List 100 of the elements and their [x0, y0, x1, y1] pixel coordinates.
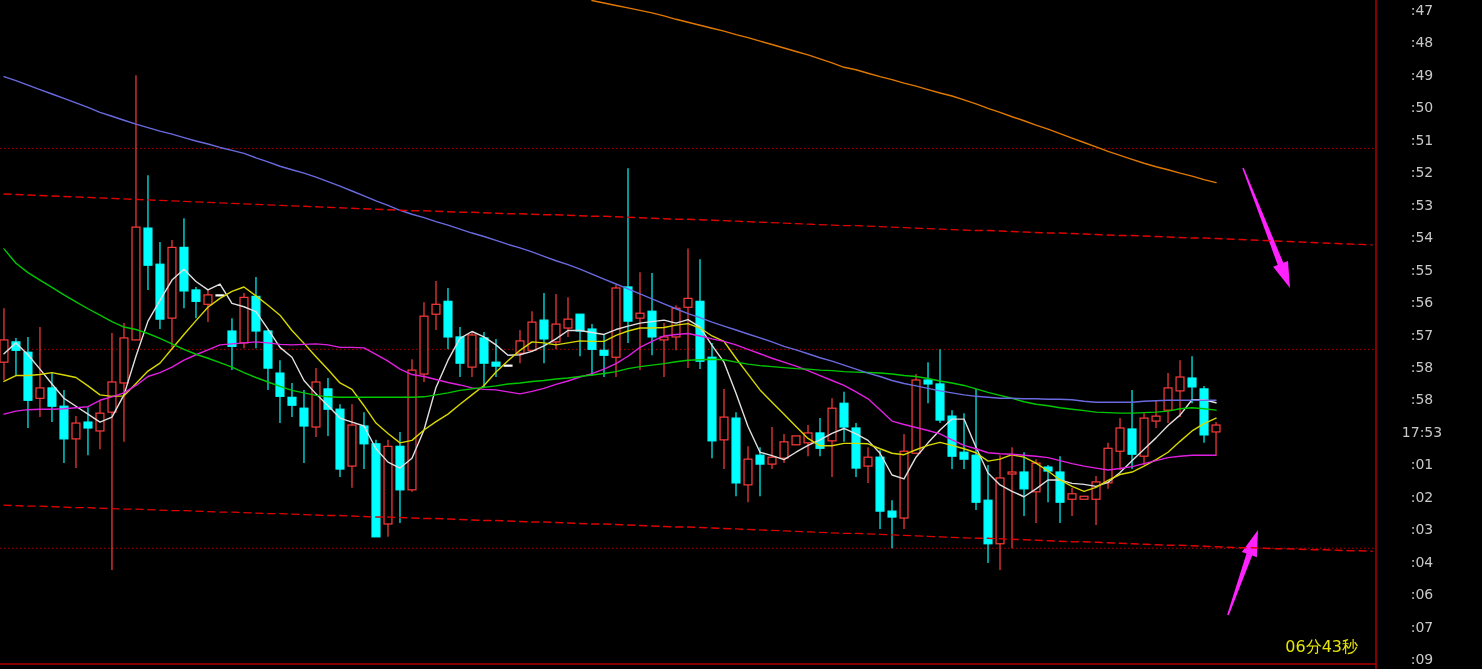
candlestick	[659, 322, 669, 378]
candlestick	[971, 388, 981, 511]
candlestick	[1079, 495, 1089, 500]
text: :48	[1410, 34, 1434, 51]
text: :56	[1410, 294, 1434, 311]
text: :09	[1410, 651, 1434, 667]
candlestick	[851, 422, 861, 478]
candlestick	[131, 74, 141, 341]
candlestick	[143, 174, 153, 291]
text: :02	[1410, 488, 1434, 505]
candlestick	[899, 433, 909, 530]
candlestick	[743, 445, 753, 503]
text: :58	[1410, 358, 1434, 375]
candlestick	[1175, 359, 1185, 418]
candlestick	[683, 247, 693, 369]
candlestick	[707, 342, 717, 459]
candlestick	[119, 322, 129, 443]
candlestick	[863, 446, 873, 484]
text: :58	[1410, 391, 1434, 408]
candlestick	[695, 258, 705, 370]
candlestick	[383, 439, 393, 538]
candlestick	[503, 364, 513, 367]
candlestick	[251, 276, 261, 349]
text: 17:53	[1401, 423, 1443, 440]
text: :53	[1410, 196, 1434, 213]
candlestick	[719, 388, 729, 470]
candlestick	[827, 397, 837, 478]
candlestick	[1127, 389, 1137, 470]
candlestick	[335, 403, 345, 478]
candlestick	[155, 241, 165, 330]
candlestick	[0, 307, 9, 381]
candlestick	[443, 287, 453, 350]
candlestick	[347, 403, 357, 489]
candlestick	[431, 280, 441, 331]
candlestick	[479, 331, 489, 388]
candlestick	[191, 286, 201, 319]
candlestick	[1199, 385, 1209, 444]
candlestick	[227, 317, 237, 371]
candlestick	[755, 446, 765, 497]
candlestick	[287, 382, 297, 418]
candlestick	[1187, 355, 1197, 404]
candlestick	[371, 439, 381, 538]
text: :54	[1410, 229, 1434, 246]
candlestick	[59, 389, 69, 464]
candlestick	[575, 313, 585, 357]
candlestick	[71, 415, 81, 469]
candlestick	[1031, 458, 1041, 524]
candlestick	[395, 431, 405, 524]
candlestick	[779, 433, 789, 464]
candlestick	[1019, 451, 1029, 517]
text: :57	[1410, 326, 1434, 343]
candlestick	[935, 348, 945, 424]
candlestick	[1043, 464, 1053, 503]
candlestick	[1163, 372, 1173, 424]
candlestick	[1139, 412, 1149, 466]
candlestick	[875, 449, 885, 530]
candlestick	[83, 406, 93, 456]
candlestick	[1007, 446, 1017, 549]
candlestick	[923, 361, 933, 404]
candlestick	[635, 271, 645, 371]
candlestick	[1055, 455, 1065, 524]
candlestick	[299, 389, 309, 464]
candlestick	[419, 301, 429, 383]
text: 06分43秒	[1285, 637, 1358, 656]
text: :07	[1410, 618, 1434, 635]
candlestick	[767, 426, 777, 470]
candlestick	[455, 326, 465, 378]
text: :52	[1410, 164, 1434, 181]
candlestick	[599, 334, 609, 378]
candlestick	[887, 499, 897, 549]
candlestick	[359, 411, 369, 470]
text: :50	[1410, 99, 1434, 116]
candlestick	[407, 358, 417, 493]
candlestick	[647, 272, 657, 356]
candlestick	[35, 326, 45, 418]
candlestick	[167, 239, 177, 348]
candlestick	[47, 372, 57, 423]
candlestick	[311, 367, 321, 438]
text: :03	[1410, 521, 1434, 538]
candlestick	[1211, 421, 1221, 456]
candlestick	[1115, 417, 1125, 471]
candlestick	[95, 399, 105, 450]
text: :06	[1410, 586, 1434, 603]
candlestick	[563, 296, 573, 338]
candlestick	[275, 359, 285, 424]
candlestick	[1067, 487, 1077, 517]
candlestick	[983, 464, 993, 564]
candlestick	[179, 217, 189, 309]
text: :47	[1410, 2, 1434, 18]
candlestick	[491, 338, 501, 378]
candlestick	[203, 289, 213, 323]
candlestick	[1151, 399, 1161, 429]
candlestick	[839, 391, 849, 443]
candlestick	[23, 336, 33, 429]
candlestick	[239, 292, 249, 349]
text: :51	[1410, 131, 1434, 148]
candlestick	[611, 284, 621, 378]
text: :49	[1410, 66, 1434, 83]
candlestick	[539, 292, 549, 364]
candlestick	[623, 167, 633, 344]
